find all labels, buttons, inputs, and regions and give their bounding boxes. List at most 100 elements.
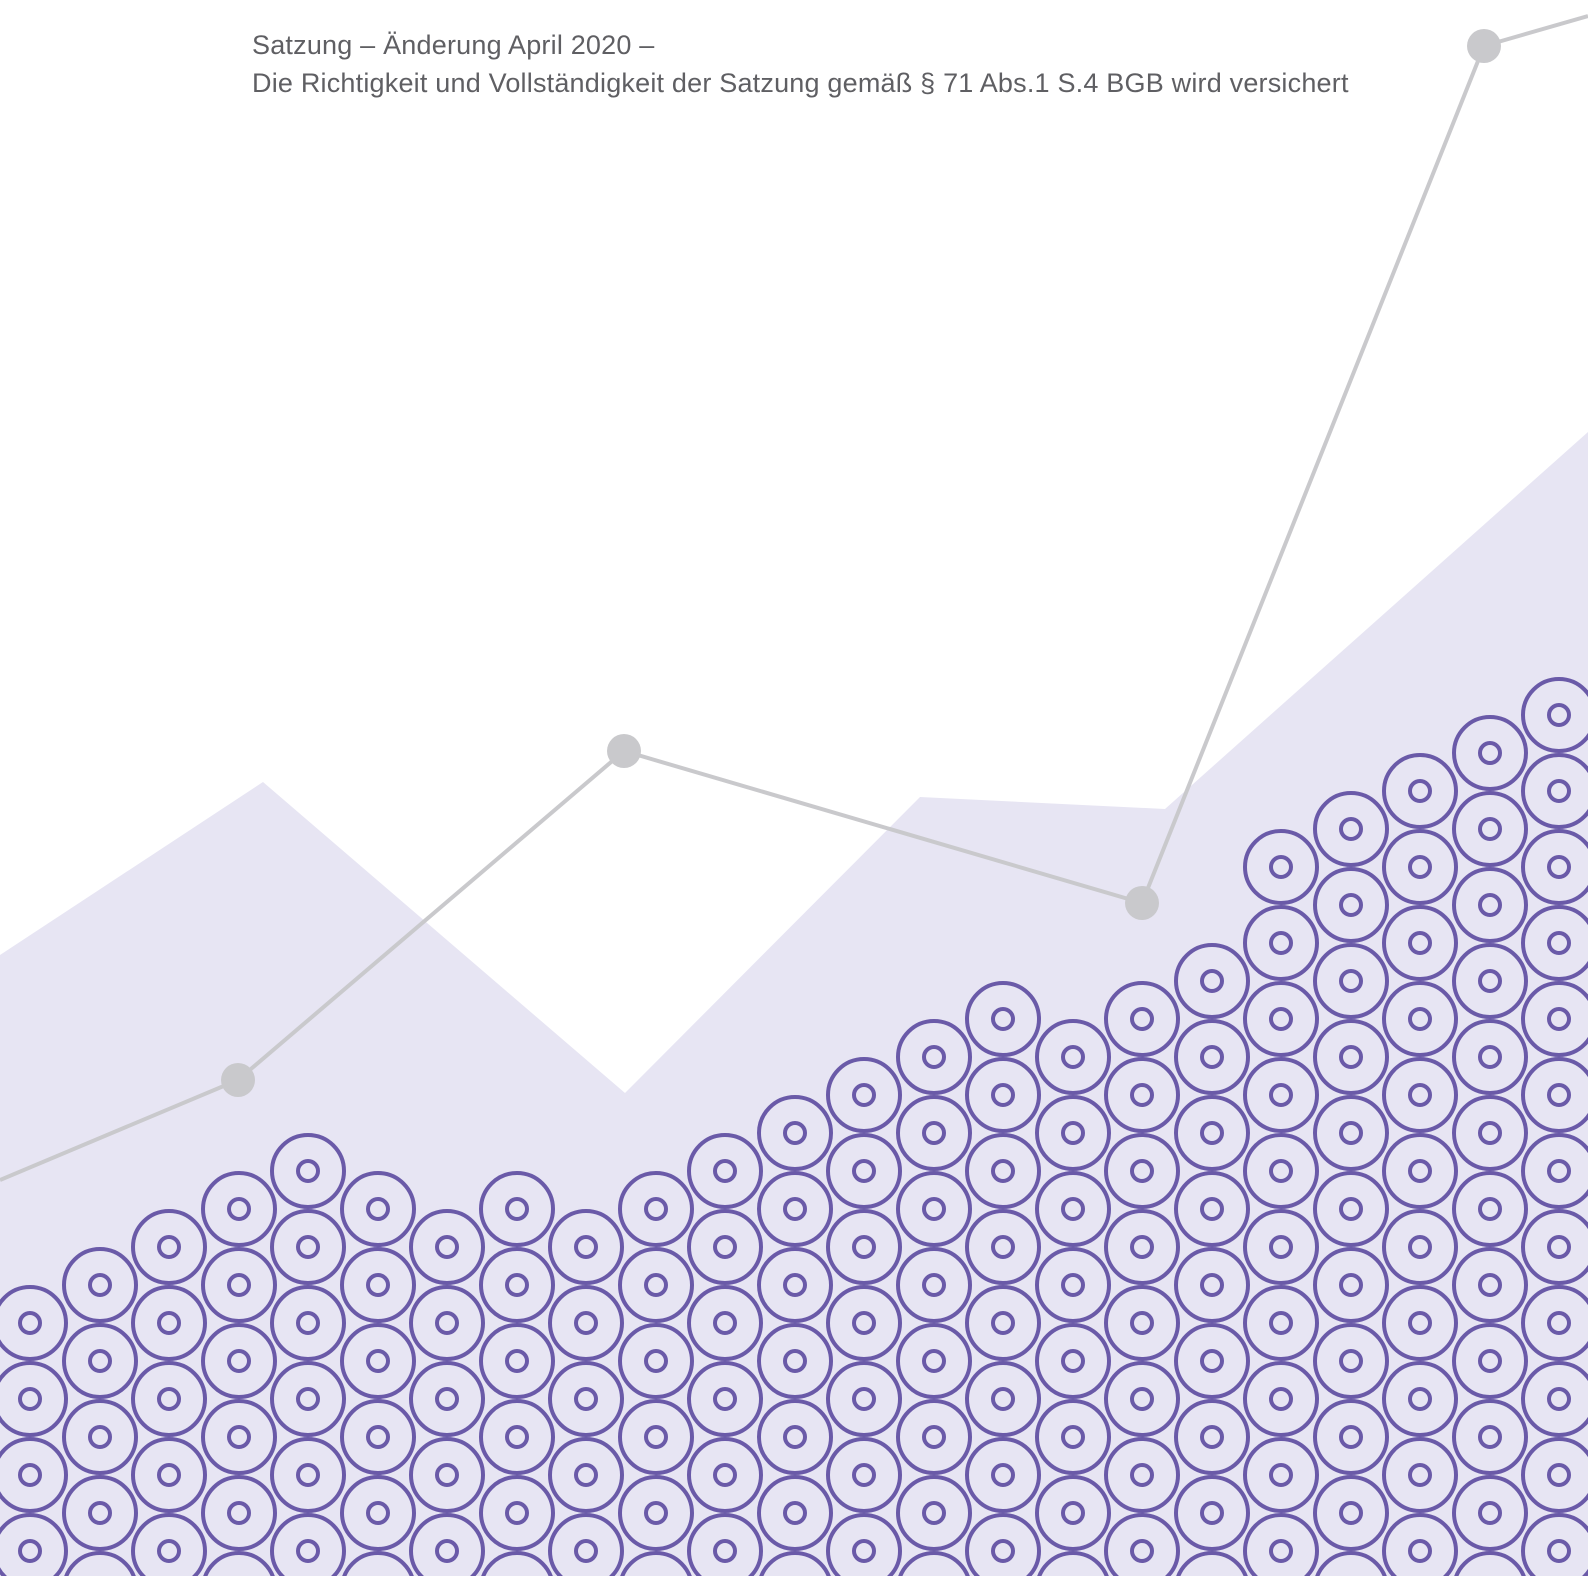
ring-inner bbox=[227, 1425, 251, 1449]
ring-outer bbox=[479, 1171, 555, 1247]
ring-outer bbox=[203, 1551, 275, 1576]
ring-inner bbox=[1130, 1463, 1154, 1487]
ring-outer bbox=[1243, 1057, 1319, 1133]
ring-outer bbox=[1035, 1095, 1111, 1171]
ring-outer bbox=[1452, 1323, 1528, 1399]
ring-outer bbox=[896, 1019, 972, 1095]
ring-outer bbox=[409, 1437, 485, 1513]
ring-outer bbox=[826, 1133, 902, 1209]
ring-outer bbox=[548, 1361, 624, 1437]
header-statement-line: Die Richtigkeit und Vollständigkeit der … bbox=[252, 68, 1349, 98]
ring-outer bbox=[1174, 1019, 1250, 1095]
ring-outer bbox=[548, 1513, 624, 1576]
ring-outer bbox=[1521, 1133, 1588, 1209]
ring-outer bbox=[1315, 1551, 1387, 1576]
ring-inner bbox=[1130, 1539, 1154, 1563]
ring-inner bbox=[157, 1235, 181, 1259]
ring-outer bbox=[618, 1247, 694, 1323]
ring-inner bbox=[1269, 1235, 1293, 1259]
ring-inner bbox=[1339, 969, 1363, 993]
ring-outer bbox=[342, 1551, 414, 1576]
ring-outer bbox=[1104, 1361, 1180, 1437]
ring-outer bbox=[687, 1437, 763, 1513]
ring-inner bbox=[296, 1463, 320, 1487]
ring-outer bbox=[826, 1057, 902, 1133]
ring-inner bbox=[1061, 1045, 1085, 1069]
ring-inner bbox=[1478, 969, 1502, 993]
ring-inner bbox=[18, 1539, 42, 1563]
ring-outer bbox=[1521, 1209, 1588, 1285]
ring-inner bbox=[991, 1235, 1015, 1259]
ring-inner bbox=[1061, 1349, 1085, 1373]
ring-inner bbox=[644, 1501, 668, 1525]
ring-inner bbox=[157, 1463, 181, 1487]
ring-inner bbox=[1200, 1121, 1224, 1145]
ring-inner bbox=[991, 1539, 1015, 1563]
ring-inner bbox=[1130, 1083, 1154, 1107]
ring-outer bbox=[0, 1513, 68, 1576]
ring-inner bbox=[713, 1159, 737, 1183]
ring-inner bbox=[713, 1235, 737, 1259]
ring-inner bbox=[1547, 1235, 1571, 1259]
ring-outer bbox=[1243, 1209, 1319, 1285]
ring-inner bbox=[1269, 1387, 1293, 1411]
ring-inner bbox=[1547, 1007, 1571, 1031]
ring-outer bbox=[548, 1285, 624, 1361]
ring-outer bbox=[1174, 1247, 1250, 1323]
ring-inner bbox=[852, 1235, 876, 1259]
ring-outer bbox=[896, 1247, 972, 1323]
ring-outer bbox=[826, 1513, 902, 1576]
ring-outer bbox=[1382, 753, 1458, 829]
ring-outer bbox=[1452, 715, 1528, 791]
ring-inner bbox=[505, 1349, 529, 1373]
ring-inner bbox=[1269, 1007, 1293, 1031]
ring-inner bbox=[1547, 1083, 1571, 1107]
ring-inner bbox=[366, 1501, 390, 1525]
gray-dot-icon bbox=[1467, 29, 1501, 63]
ring-outer bbox=[1313, 867, 1389, 943]
ring-inner bbox=[922, 1045, 946, 1069]
ring-inner bbox=[1547, 1539, 1571, 1563]
ring-inner bbox=[852, 1159, 876, 1183]
ring-outer bbox=[687, 1285, 763, 1361]
ring-outer bbox=[1313, 1475, 1389, 1551]
ring-inner bbox=[713, 1387, 737, 1411]
ring-inner bbox=[1339, 1501, 1363, 1525]
ring-outer bbox=[896, 1399, 972, 1475]
ring-outer bbox=[965, 1209, 1041, 1285]
ring-outer bbox=[131, 1361, 207, 1437]
ring-outer bbox=[340, 1247, 416, 1323]
ring-outer bbox=[479, 1399, 555, 1475]
ring-outer bbox=[1174, 1095, 1250, 1171]
ring-inner bbox=[1339, 1197, 1363, 1221]
ring-inner bbox=[852, 1463, 876, 1487]
ring-inner bbox=[1408, 1083, 1432, 1107]
ring-outer bbox=[1452, 791, 1528, 867]
ring-inner bbox=[435, 1463, 459, 1487]
ring-inner bbox=[1408, 1463, 1432, 1487]
ring-outer bbox=[896, 1095, 972, 1171]
page-header: Satzung – Änderung April 2020 – Die Rich… bbox=[252, 26, 1349, 102]
ring-outer bbox=[1452, 1019, 1528, 1095]
ring-inner bbox=[991, 1083, 1015, 1107]
ring-inner bbox=[227, 1197, 251, 1221]
ring-outer bbox=[1035, 1247, 1111, 1323]
ring-inner bbox=[1130, 1235, 1154, 1259]
ring-inner bbox=[157, 1387, 181, 1411]
ring-outer bbox=[1313, 791, 1389, 867]
ring-outer bbox=[1521, 829, 1588, 905]
ring-outer bbox=[64, 1551, 136, 1576]
ring-outer bbox=[1313, 1095, 1389, 1171]
ring-outer bbox=[1176, 1551, 1248, 1576]
ring-inner bbox=[574, 1463, 598, 1487]
ring-inner bbox=[435, 1311, 459, 1335]
ring-inner bbox=[505, 1197, 529, 1221]
ring-outer bbox=[1521, 981, 1588, 1057]
ring-inner bbox=[852, 1387, 876, 1411]
ring-outer bbox=[548, 1437, 624, 1513]
ring-outer bbox=[1521, 1513, 1588, 1576]
ring-inner bbox=[505, 1501, 529, 1525]
ring-inner bbox=[435, 1387, 459, 1411]
ring-inner bbox=[88, 1273, 112, 1297]
